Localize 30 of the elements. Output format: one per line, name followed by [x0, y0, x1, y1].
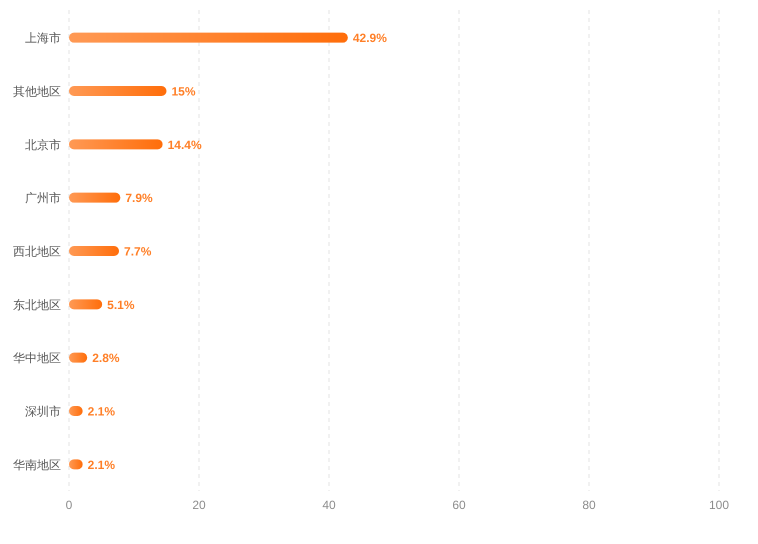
x-tick-label: 40	[322, 498, 336, 512]
bar	[69, 192, 120, 203]
y-tick-label: 东北地区	[13, 298, 61, 312]
y-tick-label: 上海市	[25, 31, 61, 46]
x-tick-label: 20	[192, 498, 206, 512]
data-label: 5.1%	[107, 298, 135, 312]
y-tick-label: 广州市	[25, 191, 61, 206]
y-tick-label: 深圳市	[25, 404, 61, 418]
y-tick-label: 华南地区	[13, 458, 61, 472]
bar	[69, 246, 120, 256]
x-tick-label: 100	[708, 498, 730, 512]
y-tick-label: 西北地区	[13, 244, 61, 258]
data-label: 42.9%	[352, 31, 388, 46]
data-label: 14.4%	[168, 138, 202, 152]
bar	[69, 32, 348, 43]
y-tick-label: 华中地区	[13, 351, 61, 366]
data-label: 15%	[172, 84, 196, 98]
bar	[69, 299, 102, 310]
bar	[69, 139, 163, 150]
data-label: 2.1%	[88, 404, 116, 418]
y-tick-label: 其他地区	[13, 84, 61, 98]
x-tick-label: 80	[582, 498, 596, 512]
y-tick-label: 北京市	[25, 138, 61, 152]
data-label: 7.9%	[125, 191, 154, 206]
x-tick-label: 0	[66, 498, 73, 512]
data-label: 2.1%	[88, 458, 116, 472]
x-tick-label: 60	[452, 498, 466, 512]
data-label: 7.7%	[124, 244, 152, 258]
data-label: 2.8%	[92, 351, 120, 366]
bar	[69, 86, 166, 96]
